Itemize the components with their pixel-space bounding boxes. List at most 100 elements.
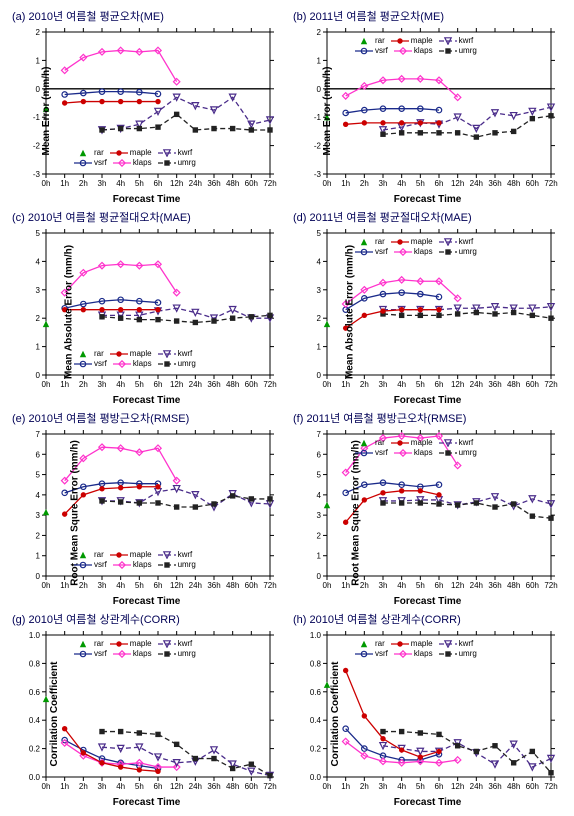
svg-text:24h: 24h: [189, 782, 202, 791]
svg-text:36h: 36h: [207, 380, 220, 389]
legend-label: umrg: [459, 448, 477, 458]
svg-text:4: 4: [36, 257, 41, 266]
svg-text:1h: 1h: [341, 782, 350, 791]
svg-text:1.0: 1.0: [310, 631, 322, 640]
y-axis-label: Mean Absolute Error (mm/h): [64, 245, 75, 379]
chart-area: Root Mean Squre Error (mm/h) 012345670h1…: [8, 428, 278, 598]
panel-g: (g) 2010년 여름철 상관계수(CORR) Corrilation Coe…: [8, 611, 285, 808]
svg-text:1h: 1h: [60, 179, 69, 188]
legend-item-kwrf: kwrf: [158, 148, 193, 158]
svg-text:0h: 0h: [42, 782, 51, 791]
svg-text:72h: 72h: [263, 179, 276, 188]
chart-area: Corrilation Coefficient 0.00.20.40.60.81…: [8, 629, 278, 799]
svg-text:12h: 12h: [170, 179, 183, 188]
legend-item-kwrf: kwrf: [439, 36, 474, 46]
svg-text:1: 1: [317, 343, 322, 352]
svg-text:60h: 60h: [526, 782, 539, 791]
svg-text:4: 4: [317, 257, 322, 266]
legend-item-klaps: klaps: [394, 448, 433, 458]
legend-label: vsrf: [94, 560, 107, 570]
svg-text:72h: 72h: [544, 581, 557, 590]
legend: rar maple kwrf vsrf: [355, 639, 477, 659]
svg-text:2h: 2h: [79, 179, 88, 188]
svg-text:6h: 6h: [435, 380, 444, 389]
legend-item-kwrf: kwrf: [158, 639, 193, 649]
svg-text:3h: 3h: [98, 380, 107, 389]
svg-text:0h: 0h: [42, 581, 51, 590]
svg-text:72h: 72h: [263, 581, 276, 590]
svg-text:-2: -2: [314, 142, 322, 151]
svg-text:3: 3: [317, 286, 322, 295]
svg-text:12h: 12h: [451, 179, 464, 188]
legend-item-vsrf: vsrf: [74, 649, 107, 659]
svg-text:60h: 60h: [245, 179, 258, 188]
svg-text:12h: 12h: [451, 380, 464, 389]
legend-item-vsrf: vsrf: [355, 46, 388, 56]
svg-text:2: 2: [317, 314, 322, 323]
svg-text:0h: 0h: [323, 179, 332, 188]
svg-text:72h: 72h: [544, 782, 557, 791]
svg-text:48h: 48h: [226, 782, 239, 791]
legend-label: rar: [94, 349, 104, 359]
svg-text:1h: 1h: [341, 380, 350, 389]
legend-label: vsrf: [94, 649, 107, 659]
svg-text:12h: 12h: [170, 782, 183, 791]
svg-text:60h: 60h: [526, 179, 539, 188]
panel-d: (d) 2011년 여름철 평균절대오차(MAE) Mean Absolute …: [289, 209, 566, 406]
chart-plot: 012345670h1h2h3h4h5h6h12h24h36h48h60h72h: [8, 428, 278, 598]
legend-item-rar: rar: [74, 639, 104, 649]
svg-text:0h: 0h: [323, 380, 332, 389]
panel-title: (d) 2011년 여름철 평균절대오차(MAE): [289, 209, 566, 225]
svg-text:60h: 60h: [245, 380, 258, 389]
y-axis-label: Mean Error (mm/h): [322, 67, 333, 156]
chart-area: Corrilation Coefficient 0.00.20.40.60.81…: [289, 629, 559, 799]
svg-text:0.6: 0.6: [310, 688, 322, 697]
svg-text:3h: 3h: [379, 782, 388, 791]
svg-text:0: 0: [317, 371, 322, 380]
svg-text:5h: 5h: [416, 380, 425, 389]
svg-text:-3: -3: [314, 170, 322, 179]
legend-item-klaps: klaps: [394, 46, 433, 56]
svg-text:1h: 1h: [341, 581, 350, 590]
svg-text:0.4: 0.4: [29, 716, 41, 725]
legend-item-vsrf: vsrf: [355, 247, 388, 257]
svg-text:2h: 2h: [360, 179, 369, 188]
svg-text:36h: 36h: [207, 782, 220, 791]
svg-text:2h: 2h: [360, 380, 369, 389]
legend-label: klaps: [414, 247, 433, 257]
svg-text:4h: 4h: [397, 380, 406, 389]
svg-text:1: 1: [36, 56, 41, 65]
legend: rar maple kwrf vsrf: [74, 349, 196, 369]
svg-text:3h: 3h: [98, 782, 107, 791]
legend-label: kwrf: [178, 148, 193, 158]
y-axis-label: Root Mean Squre Error (mm/h): [350, 440, 361, 586]
legend-label: vsrf: [375, 649, 388, 659]
legend-item-umrg: umrg: [158, 158, 196, 168]
svg-text:6h: 6h: [154, 179, 163, 188]
panel-title: (a) 2010년 여름철 평균오차(ME): [8, 8, 285, 24]
svg-text:3: 3: [317, 511, 322, 520]
svg-text:4h: 4h: [116, 380, 125, 389]
panel-title: (f) 2011년 여름철 평방근오차(RMSE): [289, 410, 566, 426]
legend-item-kwrf: kwrf: [439, 438, 474, 448]
y-axis-label: Corrilation Coefficient: [49, 661, 60, 766]
legend-label: kwrf: [459, 438, 474, 448]
legend: rar maple kwrf vsrf: [355, 237, 477, 257]
chart-area: Mean Error (mm/h) -3-2-10120h1h2h3h4h5h6…: [8, 26, 278, 196]
legend-item-umrg: umrg: [439, 46, 477, 56]
panel-title: (g) 2010년 여름철 상관계수(CORR): [8, 611, 285, 627]
y-axis-label: Corrilation Coefficient: [330, 661, 341, 766]
svg-text:6h: 6h: [435, 179, 444, 188]
legend-item-klaps: klaps: [394, 247, 433, 257]
panel-a: (a) 2010년 여름철 평균오차(ME) Mean Error (mm/h)…: [8, 8, 285, 205]
svg-text:5h: 5h: [416, 179, 425, 188]
svg-text:0h: 0h: [42, 179, 51, 188]
legend-item-maple: maple: [110, 639, 152, 649]
panel-e: (e) 2010년 여름철 평방근오차(RMSE) Root Mean Squr…: [8, 410, 285, 607]
svg-text:60h: 60h: [526, 581, 539, 590]
svg-text:12h: 12h: [451, 782, 464, 791]
svg-text:48h: 48h: [507, 782, 520, 791]
svg-text:0.0: 0.0: [310, 773, 322, 782]
legend-label: rar: [94, 550, 104, 560]
svg-text:72h: 72h: [544, 179, 557, 188]
